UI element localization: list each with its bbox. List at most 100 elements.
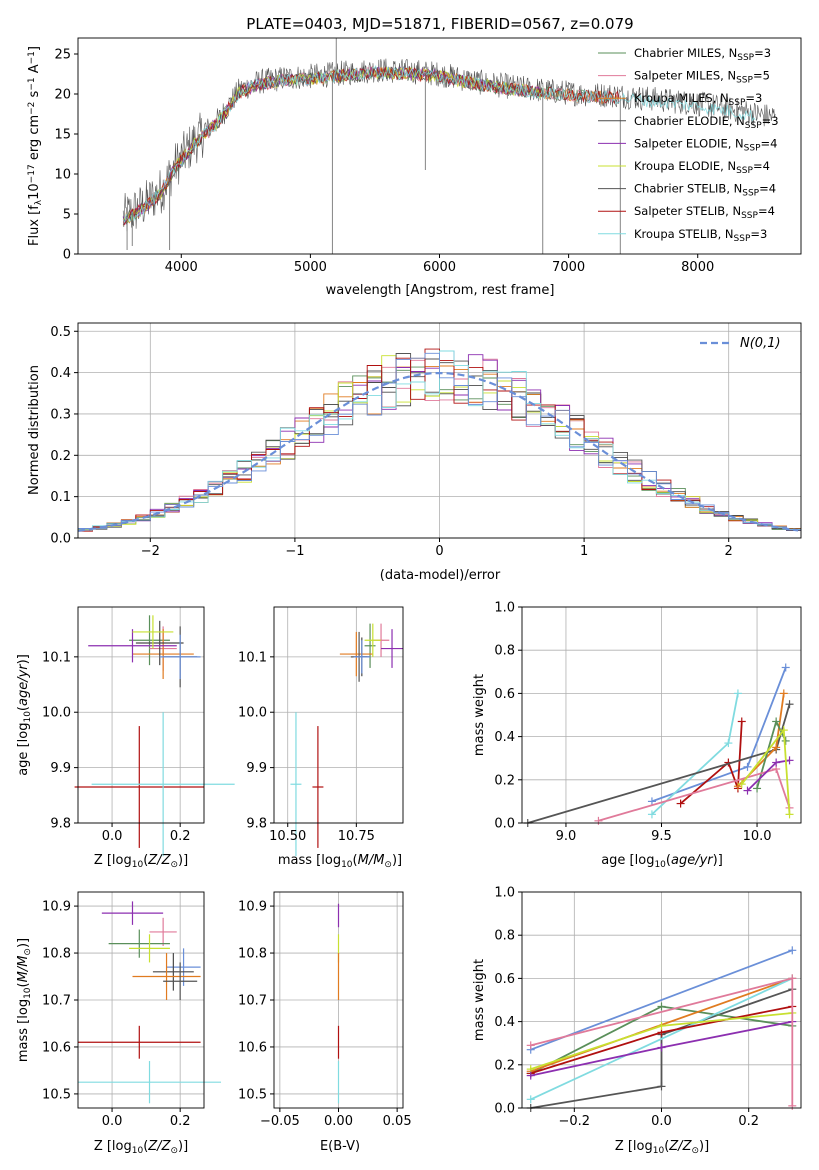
y-axis-label: mass [log10(M/M⊙)] [16, 938, 33, 1062]
massweight_vs_Z-plot [526, 946, 797, 1112]
x-tick-label: 6000 [423, 260, 456, 275]
y-tick-label: 0.2 [494, 1058, 515, 1073]
y-tick-label: 10.0 [42, 706, 71, 721]
y-axis-label: Normed distribution [27, 365, 42, 495]
age_vs_mass-frame [273, 606, 404, 824]
y-tick-label: 10.5 [42, 1087, 71, 1102]
y-tick-label: 0.2 [494, 773, 515, 788]
normal-curve [77, 372, 799, 532]
legend-entry: Chabrier STELIB, NSSP=4 [634, 182, 776, 199]
y-tick-label: 0.0 [494, 817, 515, 832]
x-tick-label: 0.00 [324, 1114, 353, 1129]
spectrum-plot [122, 38, 776, 254]
y-tick-label: 0.5 [50, 325, 71, 340]
histogram-kroupa_elodie [78, 355, 801, 530]
x-axis-label: mass [log10(M/M⊙)] [278, 853, 402, 870]
series-line-chabrier_stelib [527, 703, 791, 824]
series-line-kroupa_stelib [530, 977, 793, 1101]
age_vs_mass-axes [274, 607, 403, 824]
age_vs_Z-frame [77, 606, 205, 824]
x-tick-label: 0.05 [383, 1114, 412, 1129]
y-tick-label: 10.8 [238, 947, 267, 962]
x-tick-label: 0.0 [102, 1114, 123, 1129]
figure-title: PLATE=0403, MJD=51871, FIBERID=0567, z=0… [246, 15, 633, 33]
y-tick-label: 25 [54, 48, 71, 63]
y-tick-label: 10.9 [238, 900, 267, 915]
massweight_vs_age-plot [523, 663, 794, 827]
x-tick-label: 0.0 [102, 829, 123, 844]
y-axis-label: Flux [fλ10−17 erg cm−2 s−1 A−1] [27, 46, 44, 246]
y-tick-label: 0.8 [494, 929, 515, 944]
x-tick-label: 0.2 [170, 829, 191, 844]
y-tick-label: 0.8 [494, 644, 515, 659]
x-tick-label: 8000 [681, 260, 714, 275]
x-tick-label: 0.2 [170, 1114, 191, 1129]
y-tick-label: 9.9 [50, 761, 71, 776]
x-axis-label: Z [log10(Z/Z⊙)] [94, 1139, 188, 1156]
y-tick-label: 0.0 [50, 532, 71, 547]
legend-entry: Salpeter STELIB, NSSP=4 [634, 204, 775, 221]
y-tick-label: 9.8 [50, 817, 71, 832]
x-tick-label: 4000 [165, 260, 198, 275]
x-axis-label: Z [log10(Z/Z⊙)] [94, 853, 188, 870]
mass_vs_Z-plot [78, 901, 222, 1104]
x-tick-label: 1 [580, 544, 588, 559]
x-tick-label: −0.2 [559, 1114, 591, 1129]
y-tick-label: 10.9 [42, 900, 71, 915]
legend-entry: N(0,1) [740, 336, 781, 351]
y-axis-label: mass weight [472, 959, 487, 1041]
x-tick-label: −1 [285, 544, 304, 559]
y-tick-label: 0.2 [50, 449, 71, 464]
y-tick-label: 9.9 [246, 761, 267, 776]
mass_vs_Z-axes [78, 892, 204, 1108]
x-tick-label: 7000 [552, 260, 585, 275]
y-tick-label: 0.4 [494, 730, 515, 745]
y-tick-label: 0.1 [50, 490, 71, 505]
age_vs_mass-plot [290, 623, 403, 857]
y-tick-label: 1.0 [494, 886, 515, 901]
legend-entry: Salpeter MILES, NSSP=5 [634, 69, 770, 86]
y-tick-label: 0.3 [50, 407, 71, 422]
y-tick-label: 10.8 [42, 947, 71, 962]
age_vs_Z-plot [74, 615, 235, 857]
legend-entry: Kroupa ELODIE, NSSP=4 [634, 159, 770, 176]
y-tick-label: 0 [63, 248, 71, 263]
model-line-kroupa_stelib [122, 64, 756, 224]
legend-entry: Salpeter ELODIE, NSSP=4 [634, 136, 777, 153]
y-tick-label: 10.6 [42, 1040, 71, 1055]
model-line-salpeter_miles [122, 66, 620, 226]
y-tick-label: 0.4 [494, 1015, 515, 1030]
y-tick-label: 0.6 [494, 972, 515, 987]
y-tick-label: 0.0 [494, 1102, 515, 1117]
legend-entry: Kroupa MILES, NSSP=3 [634, 91, 762, 108]
y-tick-label: 10.6 [238, 1040, 267, 1055]
x-axis-label: wavelength [Angstrom, rest frame] [326, 283, 555, 298]
spectrum-data-line [122, 58, 776, 232]
x-axis-label: age [log10(age/yr)] [601, 853, 723, 870]
y-axis-label: age [log10(age/yr)] [16, 654, 33, 776]
x-tick-label: 2 [725, 544, 733, 559]
legend-entry: Chabrier MILES, NSSP=3 [634, 46, 771, 63]
residuals-plot [77, 348, 801, 532]
x-axis-label: Z [log10(Z/Z⊙)] [615, 1139, 709, 1156]
y-tick-label: 10.1 [42, 650, 71, 665]
y-tick-label: 15 [54, 128, 71, 143]
series-line-chabrier_stelib [530, 988, 793, 1109]
x-tick-label: 0 [435, 544, 443, 559]
y-tick-label: 5 [63, 208, 71, 223]
legend-entry: Kroupa STELIB, NSSP=3 [634, 227, 767, 244]
x-tick-label: 9.5 [651, 829, 672, 844]
y-tick-label: 10.0 [238, 706, 267, 721]
series-line-salpeter_stelib [680, 721, 743, 805]
x-tick-label: 0.2 [738, 1114, 759, 1129]
series-line-normal_curve [530, 949, 793, 1051]
x-tick-label: 0.0 [651, 1114, 672, 1129]
massweight_vs_age-axes [522, 606, 801, 824]
y-tick-label: 0.6 [494, 687, 515, 702]
x-tick-label: 10.0 [743, 829, 772, 844]
y-tick-label: 10.1 [238, 650, 267, 665]
y-tick-label: 10 [54, 168, 71, 183]
x-tick-label: 10.75 [338, 829, 375, 844]
age_vs_Z-axes [78, 607, 204, 824]
